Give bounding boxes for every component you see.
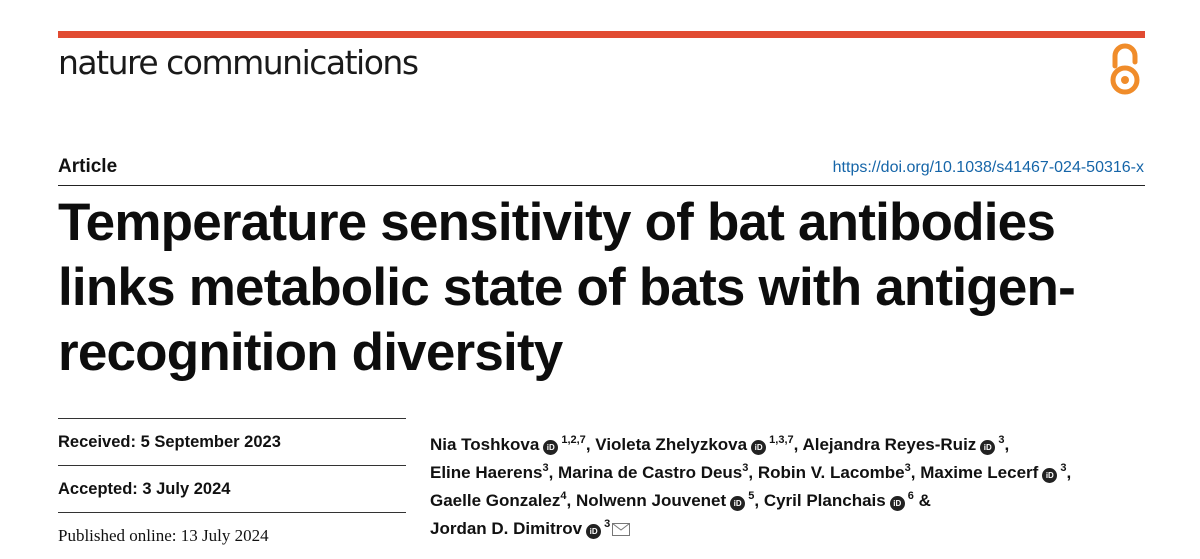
author-name: Nolwenn Jouvenet xyxy=(575,491,727,510)
published-date-row: Published online: 13 July 2024 xyxy=(58,512,406,559)
author-separator: & xyxy=(913,491,931,510)
title-line: Temperature sensitivity of bat antibodie… xyxy=(58,193,1056,252)
author-name: Marina de Castro Deus xyxy=(558,463,743,482)
author-list: Nia Toshkova iD 1,2,7, Violeta Zhelyzkova… xyxy=(430,431,1160,543)
author-name: Jordan D. Dimitrov xyxy=(430,519,583,538)
affiliation-marker: 6 xyxy=(904,490,914,502)
header-rule xyxy=(58,185,1145,186)
orcid-icon[interactable]: iD xyxy=(980,440,996,455)
author-separator: , xyxy=(748,463,754,482)
article-dates: Received: 5 September 2023 Accepted: 3 J… xyxy=(58,418,406,559)
author[interactable]: Robin V. Lacombe3, xyxy=(757,462,916,483)
published-label: Published online: xyxy=(58,526,177,545)
author[interactable]: Nia Toshkova iD 1,2,7, xyxy=(430,434,591,455)
doi-link[interactable]: https://doi.org/10.1038/s41467-024-50316… xyxy=(832,159,1144,176)
affiliation-marker: 1,3,7 xyxy=(766,434,794,446)
title-line: links metabolic state of bats with antig… xyxy=(58,258,1076,317)
open-access-icon[interactable] xyxy=(1103,42,1147,98)
author-separator: , xyxy=(1004,435,1010,454)
accepted-label: Accepted: xyxy=(58,480,138,498)
author-name: Maxime Lecerf xyxy=(920,463,1039,482)
article-type: Article xyxy=(58,156,118,177)
affiliation-marker: 3 xyxy=(601,518,611,530)
author-separator: , xyxy=(793,435,799,454)
article-title: Temperature sensitivity of bat antibodie… xyxy=(58,190,1148,385)
author-separator: , xyxy=(566,491,572,510)
affiliation-marker: 5 xyxy=(745,490,755,502)
author-name: Cyril Planchais xyxy=(763,491,886,510)
orcid-icon[interactable]: iD xyxy=(889,496,905,511)
author[interactable]: Eline Haerens3, xyxy=(430,462,554,483)
author[interactable]: Cyril Planchais iD 6 & xyxy=(763,490,931,511)
author-line: Eline Haerens3, Marina de Castro Deus3, … xyxy=(430,459,1160,487)
author-separator: , xyxy=(585,435,591,454)
affiliation-marker: 3 xyxy=(1057,462,1067,474)
email-icon[interactable] xyxy=(612,523,631,536)
orcid-icon[interactable]: iD xyxy=(751,440,767,455)
author[interactable]: Maxime Lecerf iD 3, xyxy=(920,462,1072,483)
author-separator: , xyxy=(548,463,554,482)
author-name: Alejandra Reyes-Ruiz xyxy=(802,435,977,454)
author-name: Nia Toshkova xyxy=(430,435,540,454)
affiliation-marker: 3 xyxy=(542,462,549,474)
title-line: recognition diversity xyxy=(58,323,563,382)
journal-name: nature communications xyxy=(58,43,419,82)
author-separator: , xyxy=(754,491,760,510)
author-separator: , xyxy=(1066,463,1072,482)
author-name: Robin V. Lacombe xyxy=(757,463,905,482)
author[interactable]: Jordan D. Dimitrov iD 3 xyxy=(430,518,631,539)
author-line: Gaelle Gonzalez4, Nolwenn Jouvenet iD 5, … xyxy=(430,487,1160,515)
affiliation-marker: 4 xyxy=(560,490,567,502)
received-date-row: Received: 5 September 2023 xyxy=(58,418,406,465)
orcid-icon[interactable]: iD xyxy=(730,496,746,511)
author[interactable]: Violeta Zhelyzkova iD 1,3,7, xyxy=(595,434,799,455)
author-separator: , xyxy=(910,463,916,482)
author[interactable]: Nolwenn Jouvenet iD 5, xyxy=(575,490,760,511)
orcid-icon[interactable]: iD xyxy=(1042,468,1058,483)
affiliation-marker: 1,2,7 xyxy=(558,434,586,446)
published-date: 13 July 2024 xyxy=(180,526,269,545)
affiliation-marker: 3 xyxy=(995,434,1005,446)
accepted-date: 3 July 2024 xyxy=(142,480,231,498)
author-name: Gaelle Gonzalez xyxy=(430,491,561,510)
accepted-date-row: Accepted: 3 July 2024 xyxy=(58,465,406,512)
author[interactable]: Marina de Castro Deus3, xyxy=(558,462,754,483)
received-label: Received: xyxy=(58,433,136,451)
orcid-icon[interactable]: iD xyxy=(543,440,559,455)
author-line: Nia Toshkova iD 1,2,7, Violeta Zhelyzkova… xyxy=(430,431,1160,459)
journal-accent-bar xyxy=(58,31,1145,38)
affiliation-marker: 3 xyxy=(742,462,749,474)
orcid-icon[interactable]: iD xyxy=(586,524,602,539)
author[interactable]: Alejandra Reyes-Ruiz iD 3, xyxy=(802,434,1010,455)
author-line: Jordan D. Dimitrov iD 3 xyxy=(430,515,1160,543)
author-name: Eline Haerens xyxy=(430,463,543,482)
affiliation-marker: 3 xyxy=(904,462,911,474)
author[interactable]: Gaelle Gonzalez4, xyxy=(430,490,572,511)
received-date: 5 September 2023 xyxy=(140,433,281,451)
author-name: Violeta Zhelyzkova xyxy=(595,435,748,454)
